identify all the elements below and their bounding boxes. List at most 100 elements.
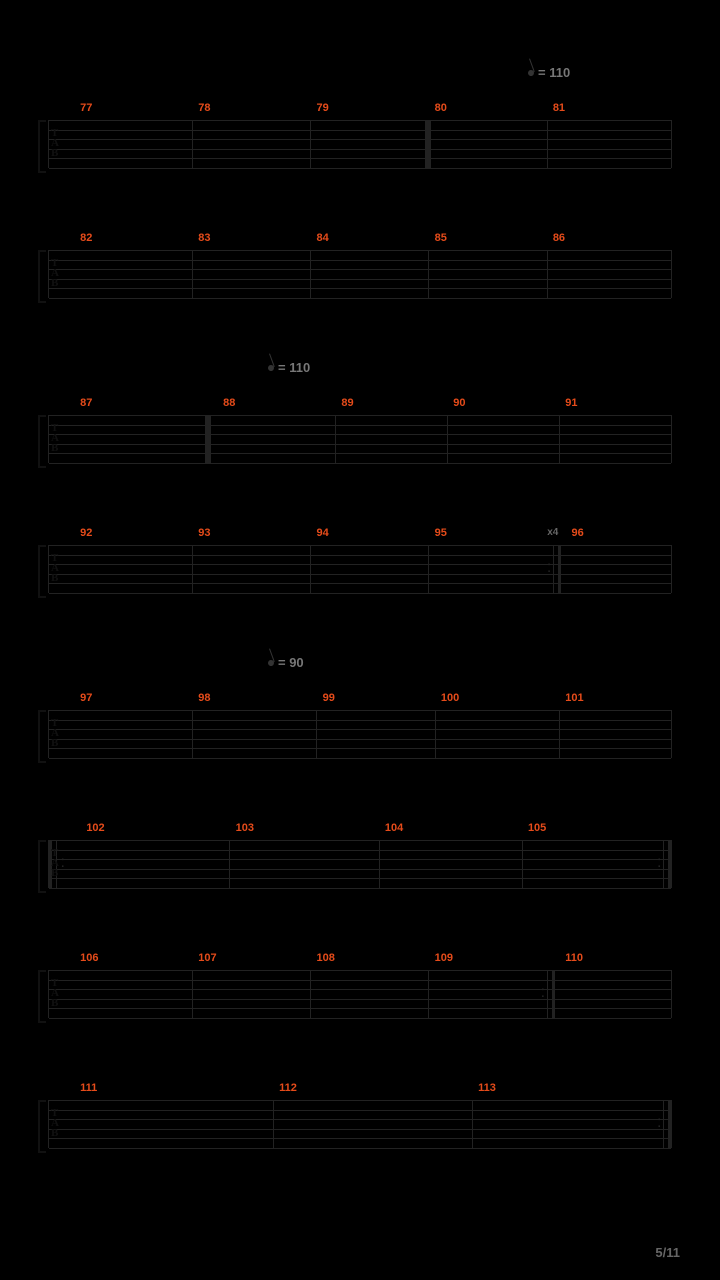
staff-line [49, 574, 671, 575]
staff-line [49, 425, 671, 426]
measure-number: 85 [435, 232, 447, 244]
staff-line [49, 840, 671, 841]
measure-number: 98 [198, 692, 210, 704]
staff-line [49, 989, 671, 990]
staff-bracket [38, 840, 46, 893]
staff-line [49, 120, 671, 121]
staff-line [49, 415, 671, 416]
measure-number: 101 [565, 692, 583, 704]
tempo-value: = 110 [538, 65, 570, 80]
measure-number: 81 [553, 102, 565, 114]
tab-clef-letter: B [51, 1128, 59, 1138]
measure-number: 87 [80, 397, 92, 409]
single-barline [192, 545, 193, 593]
tab-staff: TAB111112113 [48, 1100, 672, 1148]
staff-line [49, 720, 671, 721]
measure-number: 83 [198, 232, 210, 244]
tab-clef: TAB [51, 718, 59, 748]
staff-line [49, 250, 671, 251]
single-barline [428, 250, 429, 298]
staff-line [49, 269, 671, 270]
staff-line [49, 593, 671, 594]
repeat-count: x4 [547, 527, 558, 538]
staff-line [49, 583, 671, 584]
single-barline [547, 250, 548, 298]
staff-line [49, 158, 671, 159]
single-barline [335, 415, 336, 463]
staff-line [49, 298, 671, 299]
staff-system-3: x4 TAB9293949596 [48, 525, 672, 593]
single-barline [472, 1100, 473, 1148]
staff-line [49, 1138, 671, 1139]
staff-line [49, 869, 671, 870]
single-barline [310, 970, 311, 1018]
staff-bracket [38, 250, 46, 303]
single-barline [428, 970, 429, 1018]
staff-line [49, 545, 671, 546]
tab-staff: TAB9293949596 [48, 545, 672, 593]
measure-number: 92 [80, 527, 92, 539]
staff-line [49, 739, 671, 740]
tab-clef: TAB [51, 423, 59, 453]
quarter-note-icon [527, 69, 535, 77]
staff-line [49, 859, 671, 860]
single-barline [229, 840, 230, 888]
staff-system-7: TAB111112113 [48, 1080, 672, 1148]
measure-number: 110 [565, 952, 583, 964]
measure-number: 78 [198, 102, 210, 114]
tempo-marking: = 110 [268, 360, 310, 375]
thick-barline [425, 120, 431, 168]
tab-staff: TAB102103104105 [48, 840, 672, 888]
staff-line [49, 260, 671, 261]
staff-system-4: = 90TAB979899100101 [48, 690, 672, 758]
tab-staff: TAB106107108109110 [48, 970, 672, 1018]
staff-line [49, 434, 671, 435]
tab-clef: TAB [51, 553, 59, 583]
measure-number: 89 [341, 397, 353, 409]
staff-line [49, 710, 671, 711]
staff-line [49, 878, 671, 879]
staff-line [49, 444, 671, 445]
measure-number: 104 [385, 822, 403, 834]
measure-number: 112 [279, 1082, 297, 1094]
single-barline [428, 545, 429, 593]
measure-number: 91 [565, 397, 577, 409]
measure-number: 90 [453, 397, 465, 409]
staff-line [49, 999, 671, 1000]
page-number: 5/11 [655, 1245, 680, 1260]
staff-line [49, 729, 671, 730]
staff-line [49, 130, 671, 131]
repeat-end-barline [663, 840, 671, 888]
staff-line [49, 1119, 671, 1120]
staff-line [49, 139, 671, 140]
tab-staff: TAB8283848586 [48, 250, 672, 298]
single-barline [547, 120, 548, 168]
single-barline [559, 415, 560, 463]
staff-line [49, 980, 671, 981]
single-barline [273, 1100, 274, 1148]
tab-clef-letter: B [51, 278, 59, 288]
repeat-end-barline [547, 970, 555, 1018]
staff-line [49, 1100, 671, 1101]
measure-number: 94 [316, 527, 328, 539]
tab-clef-letter: B [51, 998, 59, 1008]
staff-line [49, 888, 671, 889]
measure-number: 102 [86, 822, 104, 834]
staff-line [49, 1110, 671, 1111]
single-barline [316, 710, 317, 758]
measure-number: 109 [435, 952, 453, 964]
staff-line [49, 748, 671, 749]
staff-line [49, 564, 671, 565]
staff-line [49, 453, 671, 454]
tempo-marking: = 90 [268, 655, 304, 670]
staff-system-0: = 110TAB7778798081 [48, 100, 672, 168]
single-barline [310, 120, 311, 168]
single-barline [192, 970, 193, 1018]
measure-number: 77 [80, 102, 92, 114]
tab-staff: TAB8788899091 [48, 415, 672, 463]
tab-clef-letter: B [51, 738, 59, 748]
staff-bracket [38, 710, 46, 763]
tab-clef-letter: B [51, 573, 59, 583]
tab-clef: TAB [51, 258, 59, 288]
single-barline [559, 710, 560, 758]
